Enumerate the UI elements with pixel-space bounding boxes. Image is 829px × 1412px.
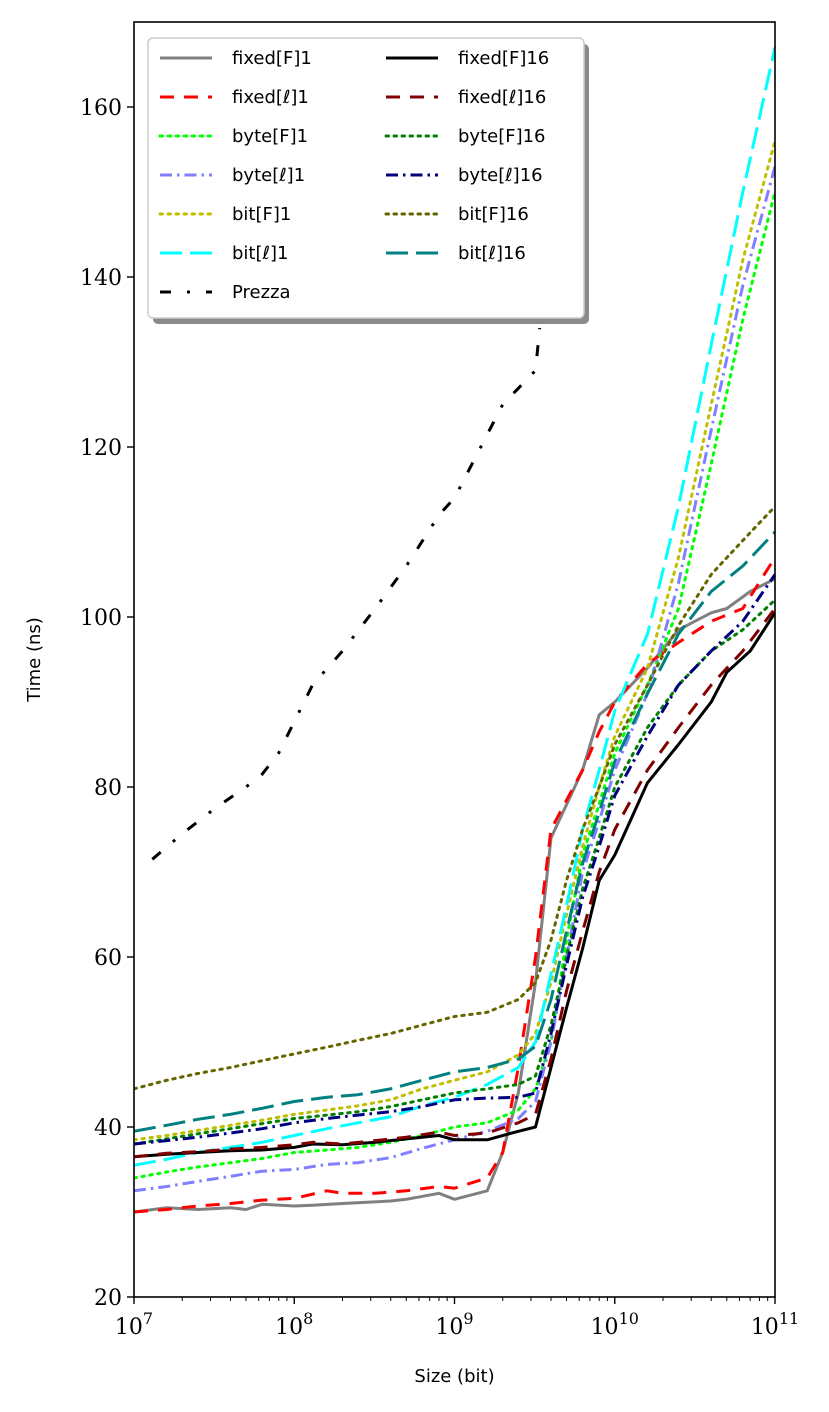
x-tick-label: 1010: [591, 1309, 639, 1340]
series-line-byte-f-16: [134, 598, 775, 1146]
series-line-fixed-l-1: [134, 556, 775, 1214]
series-layer: [134, 47, 775, 1214]
series-line-prezza: [151, 327, 542, 861]
x-tick-label: 108: [275, 1309, 313, 1340]
legend-box: [147, 37, 585, 319]
series-line-fixed-l-16: [134, 607, 775, 1159]
series-line-byte-l-1: [134, 166, 775, 1193]
series-line-bit-f-16: [134, 505, 775, 1091]
series-line-byte-l-16: [134, 573, 775, 1146]
series-line-bit-l-1: [134, 47, 775, 1167]
y-tick-label: 100: [80, 606, 122, 631]
series-line-bit-l-16: [134, 530, 775, 1133]
x-tick-label: 107: [115, 1309, 153, 1340]
y-tick-label: 120: [80, 436, 122, 461]
y-tick-label: 80: [94, 776, 122, 801]
legend-label-fixed-l-16: fixed[ℓ]16: [458, 87, 546, 108]
series-line-byte-f-1: [134, 190, 775, 1180]
legend-label-bit-l-1: bit[ℓ]1: [232, 243, 288, 264]
legend-label-fixed-f-16: fixed[F]16: [458, 48, 549, 69]
legend-label-bit-f-1: bit[F]1: [232, 204, 291, 225]
legend-label-bit-l-16: bit[ℓ]16: [458, 243, 526, 264]
legend-label-fixed-f-1: fixed[F]1: [232, 48, 312, 69]
series-line-fixed-f-1: [134, 577, 775, 1214]
y-tick-label: 140: [80, 266, 122, 291]
y-tick-label: 160: [80, 96, 122, 121]
y-tick-label: 20: [94, 1286, 122, 1311]
legend-label-prezza: Prezza: [232, 282, 291, 303]
legend-label-byte-f-1: byte[F]1: [232, 126, 308, 147]
y-axis-title: Time (ns): [24, 617, 45, 703]
legend-label-fixed-l-1: fixed[ℓ]1: [232, 87, 309, 108]
legend-label-byte-l-16: byte[ℓ]16: [458, 165, 543, 186]
y-tick-label: 60: [94, 946, 122, 971]
x-tick-label: 1011: [751, 1309, 799, 1340]
series-line-fixed-f-16: [134, 611, 775, 1159]
legend-label-byte-f-16: byte[F]16: [458, 126, 546, 147]
legend: fixed[F]1 fixed[ℓ]1 byte[F]1 byte[ℓ]1 bit[F]…: [147, 37, 589, 324]
x-axis-title: Size (bit): [414, 1366, 494, 1387]
x-tick-label: 109: [435, 1309, 473, 1340]
legend-label-bit-f-16: bit[F]16: [458, 204, 529, 225]
legend-label-byte-l-1: byte[ℓ]1: [232, 165, 305, 186]
y-tick-label: 40: [94, 1116, 122, 1141]
